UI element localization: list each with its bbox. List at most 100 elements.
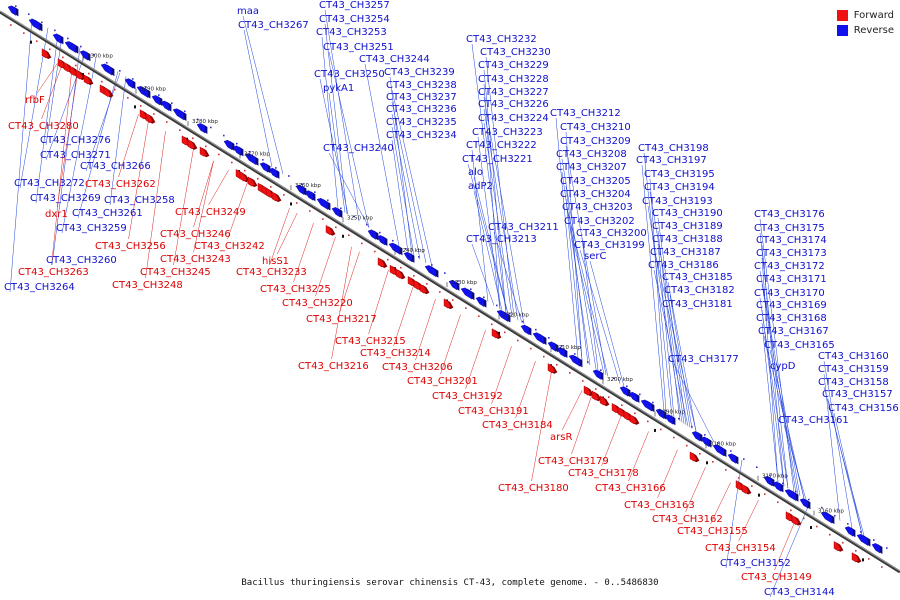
callout-line — [415, 298, 436, 361]
marker-dot — [431, 264, 433, 266]
reverse-gene-label: CT43_CH3176 — [754, 209, 825, 220]
reverse-gene-arrow — [295, 184, 305, 196]
reverse-gene-arrow — [640, 399, 653, 412]
callout-line — [761, 309, 785, 486]
callout-line — [483, 122, 513, 317]
callout-line — [483, 96, 525, 325]
map-caption: Bacillus thuringiensis serovar chinensis… — [241, 578, 659, 588]
reverse-gene-arrow — [196, 123, 206, 134]
forward-gene-arrow — [583, 385, 592, 396]
forward-gene-label: CT43_CH3249 — [175, 207, 246, 218]
callout-line — [319, 78, 349, 215]
marker-dot — [361, 242, 363, 245]
reverse-gene-label: CT43_CH3195 — [644, 169, 715, 180]
forward-gene-arrow — [611, 402, 620, 413]
callout-line — [655, 256, 697, 432]
marker-dot — [179, 129, 181, 131]
marker-dot — [275, 167, 277, 169]
callout-line — [561, 390, 583, 431]
forward-gene-arrow — [83, 74, 92, 85]
callout-line — [118, 114, 139, 178]
callout-line — [774, 522, 795, 571]
scale-tick-label: 3260 kbp — [295, 183, 321, 189]
marker-dot — [860, 531, 862, 533]
reverse-gene-label: CT43_CH3152 — [720, 558, 791, 569]
backbone-highlight — [0, 10, 900, 572]
callout-line — [477, 136, 501, 310]
reverse-gene-arrow — [592, 369, 602, 380]
callout-line — [193, 160, 214, 228]
callout-line — [331, 246, 352, 360]
scale-tick-label: 3180 kbp — [710, 441, 736, 447]
forward-gene-arrow — [75, 69, 84, 80]
marker-dot — [353, 215, 355, 218]
reverse-gene-label: CT43_CH3261 — [72, 208, 143, 219]
forward-gene-label: CT43_CH3246 — [160, 229, 231, 240]
marker-dot — [127, 97, 129, 99]
reverse-gene-label: CT43_CH3239 — [384, 67, 455, 78]
forward-gene-arrow — [851, 552, 860, 563]
callout-line — [759, 270, 801, 496]
callout-line — [657, 217, 687, 425]
marker-dot — [257, 177, 259, 180]
forward-gene-arrow — [103, 86, 112, 97]
reverse-gene-arrow — [712, 444, 725, 457]
reverse-gene-label: CT43_CH3174 — [756, 235, 827, 246]
forward-gene-arrow — [139, 109, 148, 120]
marker-dot — [704, 434, 706, 436]
forward-gene-label: rfbF — [25, 95, 45, 106]
reverse-gene-label: CT43_CH3236 — [386, 104, 457, 115]
callout-line — [473, 176, 509, 315]
marker-dot — [223, 134, 225, 137]
marker-dot — [134, 105, 136, 109]
reverse-gene-label: CT43_CH3189 — [652, 221, 723, 232]
callout-line — [579, 249, 621, 384]
reverse-gene-label: CT43_CH3207 — [556, 162, 627, 173]
reverse-gene-arrow — [100, 63, 113, 76]
callout-line — [471, 149, 489, 302]
reverse-gene-label: CT43_CH3266 — [80, 161, 151, 172]
forward-gene-arrow — [239, 171, 248, 182]
reverse-gene-arrow — [568, 354, 581, 367]
scale-tick-label: 3160 kbp — [818, 508, 844, 514]
reverse-gene-label: CT43_CH3272 — [14, 178, 85, 189]
callout-line — [657, 230, 681, 422]
callout-line — [227, 181, 248, 240]
reverse-gene-label: CT43_CH3185 — [662, 272, 733, 283]
marker-dot — [231, 161, 233, 164]
forward-gene-arrow — [63, 61, 72, 72]
callout-line — [293, 223, 314, 283]
reverse-gene-arrow — [532, 332, 545, 345]
marker-dot — [335, 226, 337, 229]
callout-line — [364, 63, 400, 247]
forward-gene-arrow — [271, 191, 280, 202]
reverse-gene-arrow — [547, 341, 557, 352]
marker-dot — [660, 428, 662, 431]
reverse-gene-label: CT43_CH3175 — [754, 223, 825, 234]
marker-dot — [717, 442, 719, 444]
forward-gene-arrow — [57, 58, 66, 69]
legend-item-forward: Forward — [836, 8, 894, 23]
reverse-gene-label: CT43_CH3260 — [46, 255, 117, 266]
marker-dot — [829, 533, 831, 536]
reverse-gene-arrow — [799, 498, 809, 509]
reverse-gene-label: CT43_CH3267 — [238, 20, 309, 31]
callout-line — [324, 9, 360, 222]
reverse-gene-label: CT43_CH3172 — [754, 261, 825, 272]
reverse-gene-arrow — [856, 534, 869, 546]
forward-gene-label: CT43_CH3206 — [382, 362, 453, 373]
callout-line — [669, 294, 693, 429]
marker-dot — [868, 558, 870, 560]
reverse-gene-label: CT43_CH3253 — [316, 27, 387, 38]
reverse-gene-label: CT43_CH3257 — [319, 0, 390, 11]
callout-line — [269, 208, 290, 266]
callout-line — [647, 205, 683, 423]
marker-dot — [418, 256, 420, 258]
callout-line — [493, 231, 523, 323]
scale-tick-label: 3200 kbp — [607, 377, 633, 383]
marker-dot — [647, 420, 649, 423]
marker-dot — [465, 307, 467, 309]
reverse-gene-arrow — [28, 18, 41, 31]
callout-line — [515, 361, 536, 419]
